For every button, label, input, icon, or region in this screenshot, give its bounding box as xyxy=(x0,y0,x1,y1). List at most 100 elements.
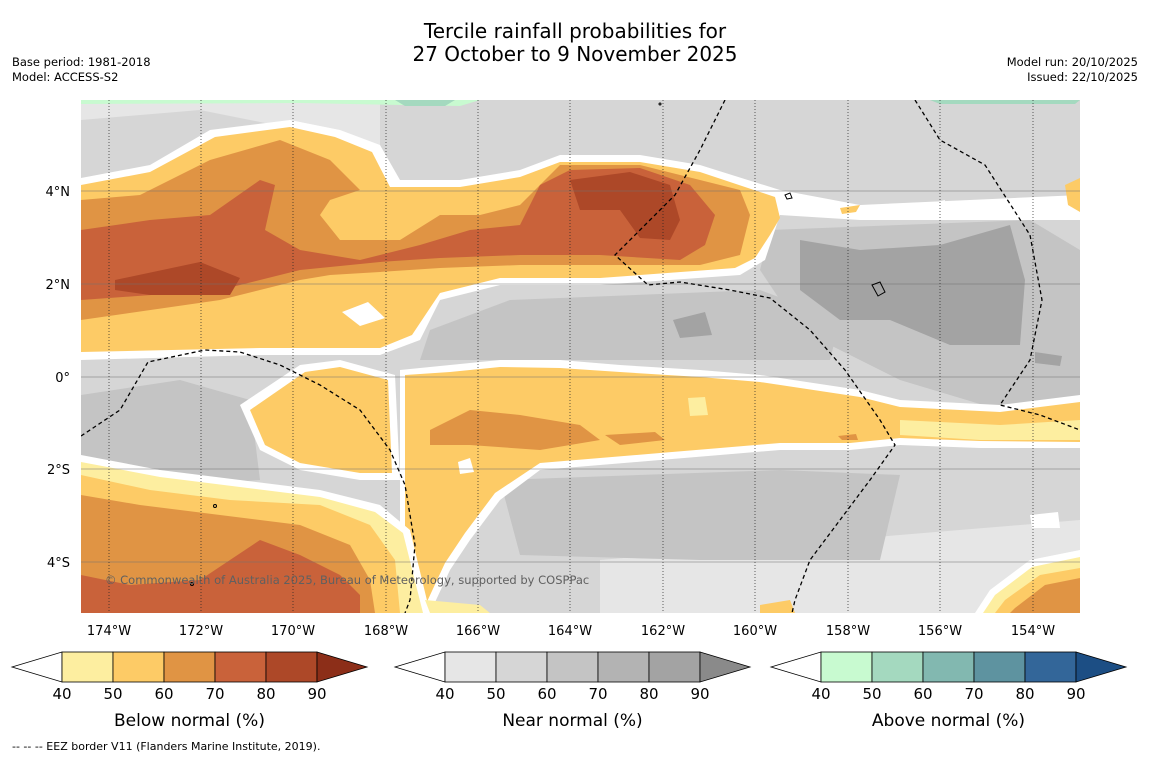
latitude-label: 0° xyxy=(55,371,70,386)
island-outline xyxy=(213,504,217,508)
below-normal-80-region xyxy=(570,172,680,240)
copyright-text: © Commonwealth of Australia 2025, Bureau… xyxy=(105,573,589,587)
eez-border-line xyxy=(914,100,1080,431)
latitude-labels: 4°N 2°N 0° 2°S 4°S xyxy=(46,185,71,571)
colorbar-1: 40 50 60 70 80 90 Below normal (%) xyxy=(10,651,369,731)
colorbar-tick-label: 50 xyxy=(103,685,122,703)
base-period: Base period: 1981-2018 xyxy=(12,55,151,69)
colorbar-segment xyxy=(973,651,1026,683)
latitude-label: 2°S xyxy=(47,463,70,478)
colorbar-3: 40 50 60 70 80 90 Above normal (%) xyxy=(769,651,1128,731)
island-outline xyxy=(658,102,662,106)
graticule xyxy=(81,100,1080,613)
colorbar-title: Near normal (%) xyxy=(502,711,642,731)
near-normal-hole xyxy=(1030,512,1060,528)
map-figure: 4°N 2°N 0° 2°S 4°S 174°W 172°W 170°W 168°W 166°W… xyxy=(10,100,1128,731)
colorbar-2: 40 50 60 70 80 90 Near normal (%) xyxy=(393,651,752,731)
colorbar-segment xyxy=(214,651,267,683)
colorbar-tick-label: 70 xyxy=(964,685,983,703)
below-normal-40-patch xyxy=(425,600,490,613)
longitude-label: 162°W xyxy=(641,624,685,639)
colorbar-tick-label: 80 xyxy=(256,685,275,703)
colorbar-tick-label: 60 xyxy=(537,685,556,703)
island-outline xyxy=(871,281,886,297)
colorbar-tick-label: 40 xyxy=(811,685,830,703)
below-normal-50-patch xyxy=(1065,178,1080,212)
islands xyxy=(190,102,886,586)
colorbar-tick-label: 90 xyxy=(690,685,709,703)
latitude-label: 2°N xyxy=(46,278,71,293)
longitude-label: 174°W xyxy=(87,624,131,639)
latitude-label: 4°N xyxy=(46,185,71,200)
colorbar-tick-label: 70 xyxy=(588,685,607,703)
colorbar-min-extend xyxy=(769,651,822,683)
below-normal-80-region xyxy=(115,262,240,295)
colorbar-segment xyxy=(163,651,216,683)
longitude-label: 160°W xyxy=(733,624,777,639)
longitude-label: 172°W xyxy=(179,624,223,639)
colorbar-segment xyxy=(546,651,599,683)
colorbar-tick-label: 60 xyxy=(154,685,173,703)
below-normal-70-region xyxy=(81,540,360,613)
colorbar-tick-label: 60 xyxy=(913,685,932,703)
colorbar-segment xyxy=(648,651,701,683)
colorbar-segment xyxy=(1024,651,1077,683)
below-normal-60-region xyxy=(1010,578,1080,613)
near-normal-60-region xyxy=(420,290,840,360)
eez-border-line xyxy=(614,100,896,613)
colorbar-segment xyxy=(922,651,975,683)
latitude-label: 4°S xyxy=(47,556,70,571)
longitude-label: 164°W xyxy=(548,624,592,639)
meta-left: Base period: 1981-2018 Model: ACCESS-S2 xyxy=(12,55,151,85)
colorbars: 40 50 60 70 80 90 Below normal (%) 40 50 60 70 80 90… xyxy=(10,651,1128,731)
above-normal-40-region xyxy=(81,100,480,106)
below-normal-70-region xyxy=(81,168,715,300)
near-normal-70-region xyxy=(800,225,1025,345)
map-title: Tercile rainfall probabilities for 27 Oc… xyxy=(0,20,1150,66)
below-normal-40-region xyxy=(900,420,1080,440)
near-normal-40-region xyxy=(600,520,1080,613)
colorbar-tick-label: 70 xyxy=(205,685,224,703)
colorbar-max-extend xyxy=(316,651,369,683)
eez-border-line xyxy=(81,349,416,613)
below-normal-50-region xyxy=(250,367,392,473)
colorbar-segment xyxy=(871,651,924,683)
eez-borders xyxy=(81,100,1080,613)
colorbar-segment xyxy=(444,651,497,683)
colorbar-segment xyxy=(61,651,114,683)
near-normal-70-region xyxy=(1035,352,1062,366)
model-run: Model run: 20/10/2025 xyxy=(1006,55,1138,69)
colorbar-segment xyxy=(597,651,650,683)
colorbar-tick-label: 40 xyxy=(435,685,454,703)
island-outline xyxy=(190,582,194,586)
issued-date: Issued: 22/10/2025 xyxy=(1027,70,1138,84)
below-normal-50-patch xyxy=(840,205,860,214)
colorbar-tick-label: 90 xyxy=(1066,685,1085,703)
title-line-1: Tercile rainfall probabilities for xyxy=(423,19,727,43)
colorbar-tick-label: 90 xyxy=(307,685,326,703)
near-normal-60-region xyxy=(81,380,260,485)
colorbar-min-extend xyxy=(10,651,63,683)
colorbar-segment xyxy=(265,651,318,683)
colorbar-title: Below normal (%) xyxy=(114,711,265,731)
island-outline xyxy=(784,192,793,200)
meta-right: Model run: 20/10/2025 Issued: 22/10/2025 xyxy=(1007,55,1138,85)
near-normal-60-region xyxy=(500,470,900,560)
above-normal-50-region xyxy=(930,100,1080,104)
longitude-label: 166°W xyxy=(456,624,500,639)
colorbar-min-extend xyxy=(393,651,446,683)
below-normal-60-region xyxy=(430,410,600,450)
longitude-label: 154°W xyxy=(1011,624,1055,639)
colorbar-max-extend xyxy=(699,651,752,683)
below-normal-40-patch xyxy=(688,397,708,416)
longitude-label: 168°W xyxy=(364,624,408,639)
longitude-label: 156°W xyxy=(918,624,962,639)
colorbar-segment xyxy=(820,651,873,683)
longitude-label: 158°W xyxy=(826,624,870,639)
colorbar-segment xyxy=(495,651,548,683)
colorbar-max-extend xyxy=(1075,651,1128,683)
eez-legend-note: -- -- -- EEZ border V11 (Flanders Marine… xyxy=(12,740,321,753)
below-normal-50-patch xyxy=(760,600,795,613)
model-name: Model: ACCESS-S2 xyxy=(12,70,119,84)
below-normal-60-region xyxy=(605,432,665,445)
